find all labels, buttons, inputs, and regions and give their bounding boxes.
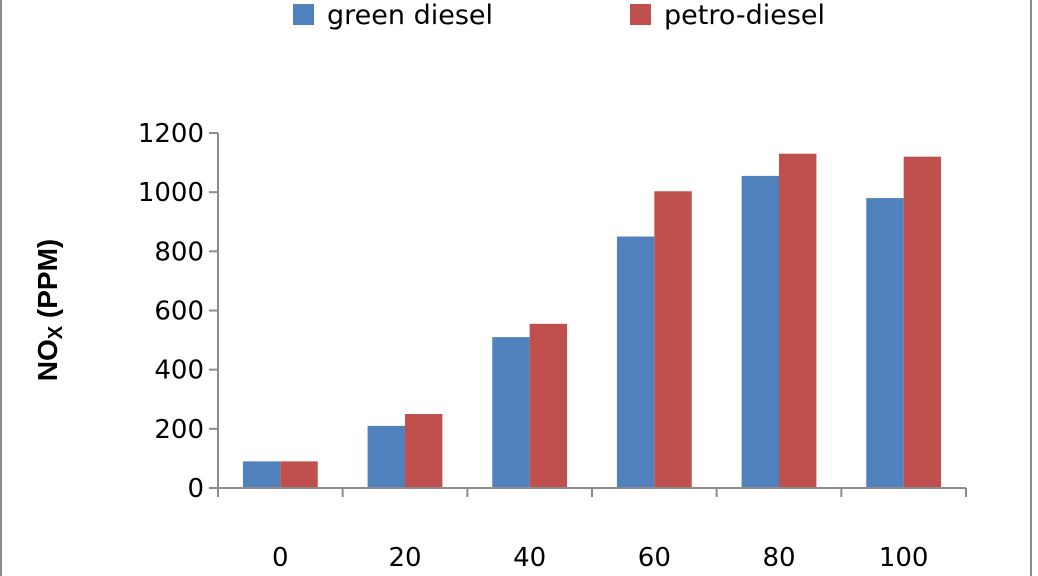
bar-petro-diesel	[903, 156, 942, 488]
bars	[242, 153, 942, 489]
y-tick-label: 600	[154, 297, 204, 327]
bar-green-diesel	[242, 461, 281, 488]
y-axis-title-main: NO	[32, 339, 63, 381]
y-tick-label: 1000	[138, 178, 204, 208]
bar-petro-diesel	[654, 191, 692, 488]
bar-green-diesel	[367, 425, 405, 488]
y-tick-label: 0	[187, 474, 204, 504]
bar-green-diesel	[492, 337, 530, 488]
x-tick-label: 40	[513, 543, 546, 573]
y-tick-label: 400	[154, 356, 204, 386]
x-tick-label: 60	[638, 543, 671, 573]
x-tick-label: 20	[388, 543, 421, 573]
y-tick-label: 800	[154, 237, 204, 267]
y-tick-label: 200	[154, 415, 204, 445]
y-axis-title-subscript: X	[45, 325, 67, 339]
legend-label: petro-diesel	[664, 0, 825, 31]
legend-swatch	[293, 4, 314, 25]
bar-petro-diesel	[280, 461, 318, 488]
y-axis-title-suffix: (PPM)	[32, 239, 63, 326]
bar-petro-diesel	[405, 414, 443, 488]
x-axis: 0 20 40 60 80 100	[217, 487, 967, 573]
x-tick-label: 80	[762, 543, 795, 573]
bar-green-diesel	[866, 198, 904, 489]
bar-green-diesel	[741, 175, 779, 489]
bar-green-diesel	[616, 236, 655, 488]
x-tick-label: 0	[272, 543, 289, 573]
x-tick-label: 100	[879, 543, 929, 573]
legend: green diesel petro-diesel	[293, 0, 825, 31]
legend-label: green diesel	[327, 0, 493, 31]
bar-petro-diesel	[779, 153, 817, 489]
legend-swatch	[630, 4, 651, 25]
y-tick-label: 1200	[138, 119, 204, 149]
bar-petro-diesel	[529, 323, 568, 488]
y-axis-title: NOX (PPM)	[32, 239, 67, 381]
y-axis: 0 200 400 600 800 1000 1200	[138, 119, 219, 504]
